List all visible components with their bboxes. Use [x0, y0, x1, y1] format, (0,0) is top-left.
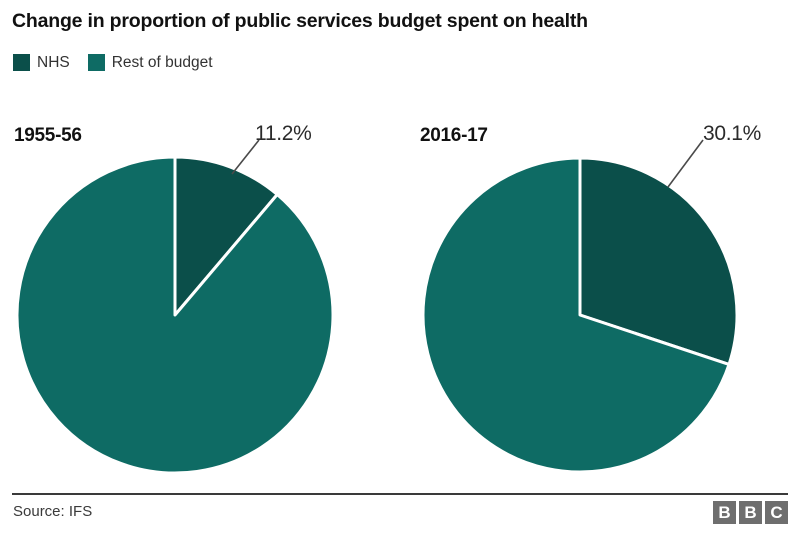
pie-panel-label-2016-17: 2016-17: [420, 125, 488, 146]
pie-value-label-2016-17: 30.1%: [703, 122, 762, 145]
pie-slice: [173, 155, 279, 317]
bbc-logo-letter: C: [765, 501, 788, 524]
pie-slice: [578, 156, 739, 366]
pie-panel-label-1955-56: 1955-56: [14, 125, 82, 146]
legend-item-nhs: NHS: [13, 54, 70, 71]
legend-swatch-icon: [13, 54, 30, 71]
legend-item-rest-of-budget: Rest of budget: [87, 54, 213, 71]
label-leader-line: [667, 139, 704, 188]
source-text: Source: IFS: [13, 503, 93, 520]
page-title: Change in proportion of public services …: [12, 10, 588, 32]
bbc-logo-letter: B: [713, 501, 736, 524]
chart-legend: NHS Rest of budget: [13, 54, 213, 71]
label-leader-line: [231, 139, 260, 175]
legend-label: NHS: [37, 54, 70, 71]
footer-divider: [12, 493, 788, 495]
pie-value-label-1955-56: 11.2%: [255, 122, 312, 145]
legend-label: Rest of budget: [111, 54, 213, 71]
pie-slice: [421, 156, 731, 474]
legend-swatch-icon: [87, 54, 105, 71]
bbc-logo-letter: B: [739, 501, 762, 524]
bbc-logo: B B C: [713, 501, 788, 524]
pie-slice: [15, 155, 335, 475]
